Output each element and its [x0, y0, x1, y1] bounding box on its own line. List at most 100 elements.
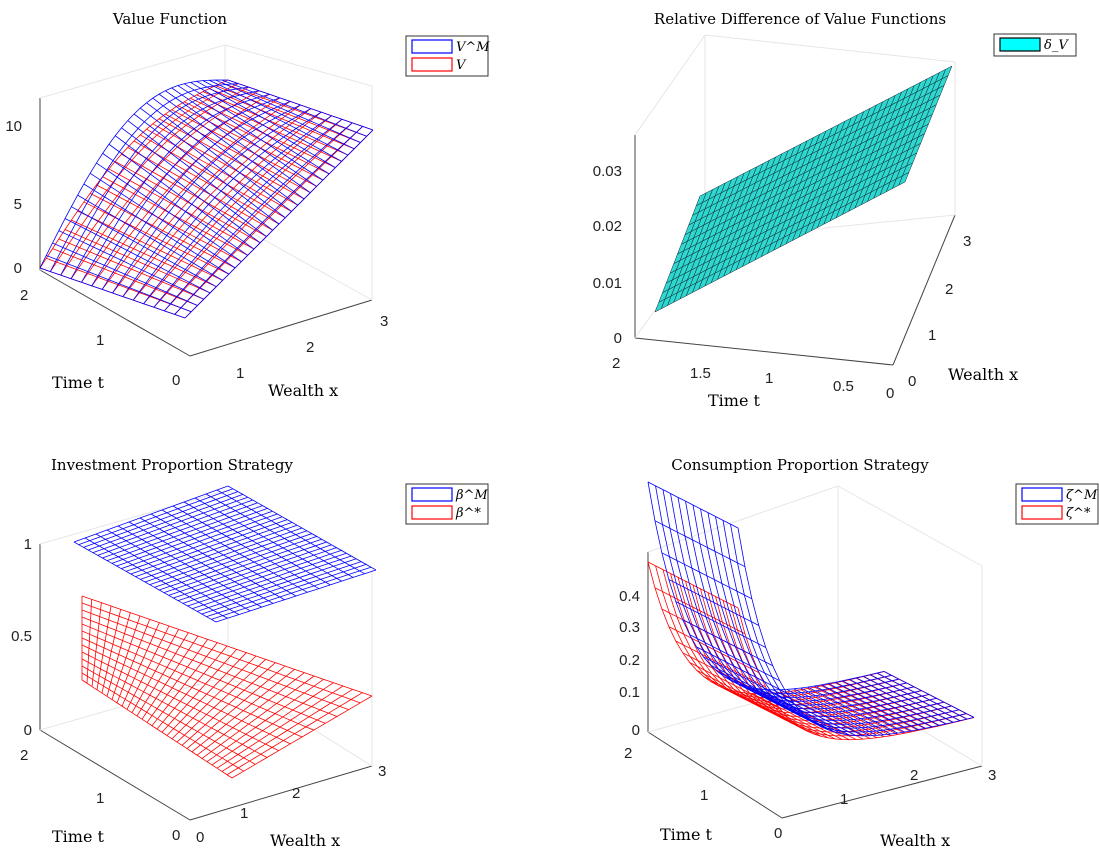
- mesh-line: [174, 126, 363, 315]
- mesh-line: [39, 79, 229, 269]
- x-tick-label: 2: [292, 785, 300, 802]
- y-tick-label: 0: [908, 373, 916, 390]
- mesh-line: [73, 541, 217, 623]
- y-tick-label: 0: [172, 372, 180, 389]
- x-axis: [634, 337, 894, 366]
- z-tick-label: 5: [14, 196, 22, 213]
- y-axis-label: Time t: [660, 825, 713, 844]
- legend: δ_V: [993, 33, 1077, 57]
- mesh-line: [81, 637, 303, 738]
- y-tick-label: 1: [700, 787, 708, 804]
- mesh-line: [81, 672, 244, 772]
- mesh-line: [647, 481, 885, 691]
- z-tick-label: 10: [5, 118, 22, 135]
- y-tick-label: 2: [624, 745, 632, 762]
- mesh-line: [81, 658, 268, 758]
- mesh-line: [91, 97, 281, 287]
- mesh-line: [81, 630, 314, 731]
- mesh-line: [172, 505, 320, 589]
- z-tick-label: 0.02: [593, 218, 622, 235]
- z-tick-label: 0.01: [593, 275, 622, 292]
- mesh-line: [143, 115, 332, 304]
- grid-line: [224, 217, 373, 301]
- chart-title: Value Function: [112, 10, 227, 28]
- x-axis: [781, 765, 983, 819]
- x-tick-label: 0.5: [833, 378, 854, 395]
- mesh-line: [101, 101, 291, 290]
- mesh-line: [670, 493, 907, 702]
- mesh-line: [700, 508, 937, 718]
- chart-title: Relative Difference of Value Functions: [654, 10, 946, 28]
- surface-beta-star: [81, 595, 373, 779]
- mesh-line: [174, 126, 363, 315]
- legend: V^M V: [405, 35, 490, 77]
- mesh-line: [730, 524, 967, 733]
- z-tick-label: 1: [24, 536, 32, 553]
- mesh-line: [707, 512, 945, 721]
- legend-swatch: [411, 57, 453, 72]
- mesh-line: [707, 592, 945, 725]
- mesh-line: [722, 520, 960, 729]
- legend-box: [405, 483, 489, 525]
- y-tick-label: 2: [945, 281, 953, 298]
- grid-line: [704, 34, 956, 63]
- legend: ζ^M ζ^*: [1015, 483, 1099, 525]
- x-axis-label: Wealth x: [268, 381, 338, 400]
- mesh-line: [132, 111, 322, 301]
- mesh-line: [81, 609, 349, 711]
- y-axis: [647, 731, 783, 819]
- z-tick-label: 0: [24, 722, 32, 739]
- mesh-line: [150, 513, 297, 597]
- x-tick-label: 3: [378, 763, 386, 780]
- mesh-line: [737, 527, 975, 737]
- mesh-line: [91, 97, 280, 287]
- mesh-line: [194, 497, 342, 582]
- legend-swatch: [411, 39, 453, 54]
- panel-relative-difference: Relative Difference of Value Functions 0 0…: [593, 10, 1077, 410]
- mesh-line: [81, 665, 256, 765]
- x-tick-label: 2: [306, 339, 314, 356]
- legend-swatch: [411, 487, 453, 502]
- x-tick-label: 1: [240, 805, 248, 822]
- grid-line: [224, 44, 373, 87]
- mesh-line: [70, 90, 260, 279]
- x-tick-label: 1.5: [690, 365, 711, 382]
- x-tick-label: 1: [236, 365, 244, 382]
- mesh-line: [112, 104, 301, 294]
- mesh-line: [692, 504, 930, 714]
- y-tick-label: 1: [928, 327, 936, 344]
- grid-line: [39, 675, 229, 731]
- x-tick-label: 2: [612, 355, 620, 372]
- x-tick-label: 2: [910, 767, 918, 784]
- legend-swatch: [1021, 487, 1063, 502]
- z-tick-label: 0.2: [619, 652, 640, 669]
- mesh-line: [60, 86, 249, 276]
- z-tick-label: 0: [632, 722, 640, 739]
- z-tick-label: 0.4: [619, 588, 640, 605]
- mesh-line: [128, 521, 274, 604]
- mesh-line: [685, 581, 922, 714]
- grid-line: [39, 44, 226, 99]
- y-axis: [39, 729, 191, 821]
- x-axis-label: Wealth x: [880, 831, 950, 850]
- mesh-line: [50, 83, 239, 272]
- mesh-line: [112, 104, 301, 294]
- y-axis-label: Time t: [52, 827, 105, 846]
- legend-swatch: [411, 505, 453, 520]
- x-tick-label: 1: [840, 791, 848, 808]
- mesh-line: [81, 679, 233, 779]
- x-tick-label: 3: [380, 313, 388, 330]
- z-tick-label: 0: [14, 260, 22, 277]
- y-tick-label: 2: [20, 287, 28, 304]
- panel-consumption-proportion: Consumption Proportion Strategy 0 0.1 0.2 0.…: [619, 456, 1099, 850]
- mesh-line: [132, 111, 322, 301]
- mesh-line: [81, 623, 326, 724]
- mesh-line: [183, 501, 331, 586]
- legend-label: V^M: [456, 40, 490, 55]
- grid-line: [647, 485, 839, 553]
- mesh-line: [692, 584, 930, 718]
- legend-swatch: [1021, 505, 1063, 520]
